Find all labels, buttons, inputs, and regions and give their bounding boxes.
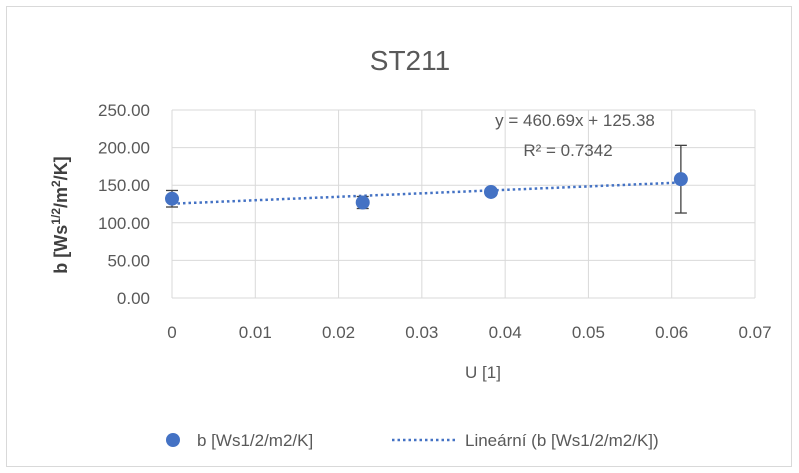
chart-area bbox=[6, 6, 792, 467]
x-tick-label: 0.06 bbox=[655, 323, 688, 342]
chart-title: ST211 bbox=[370, 45, 450, 76]
data-points bbox=[165, 172, 688, 210]
data-point bbox=[165, 191, 179, 206]
x-tick-label: 0.05 bbox=[572, 323, 605, 342]
legend: b [Ws1/2/m2/K] Lineární (b [Ws1/2/m2/K]) bbox=[166, 431, 659, 450]
y-tick-label: 100.00 bbox=[98, 214, 150, 233]
legend-marker-series bbox=[166, 433, 180, 447]
trendline-layer bbox=[171, 181, 681, 205]
grid-lines bbox=[171, 109, 756, 299]
x-axis-label: U [1] bbox=[465, 363, 501, 382]
legend-label-trendline: Lineární (b [Ws1/2/m2/K]) bbox=[465, 431, 659, 450]
y-tick-label: 50.00 bbox=[107, 251, 150, 270]
tick-labels: 0.00 50.00 100.00 150.00 200.00 250.00 0 0.01 0.… bbox=[98, 101, 772, 342]
trendline bbox=[171, 181, 681, 205]
x-tick-label: 0.07 bbox=[738, 323, 771, 342]
y-tick-label: 0.00 bbox=[117, 289, 150, 308]
data-point bbox=[483, 184, 498, 199]
trendline-equation: y = 460.69x + 125.38 bbox=[495, 111, 655, 130]
y-tick-label: 200.00 bbox=[98, 139, 150, 158]
x-tick-label: 0.03 bbox=[405, 323, 438, 342]
y-tick-label: 250.00 bbox=[98, 101, 150, 120]
y-axis-label: b [Ws1/2/m2/K] bbox=[49, 156, 71, 273]
x-tick-label: 0.04 bbox=[489, 323, 522, 342]
x-tick-label: 0.01 bbox=[239, 323, 272, 342]
data-point bbox=[673, 172, 688, 187]
legend-label-series: b [Ws1/2/m2/K] bbox=[197, 431, 313, 450]
y-tick-label: 150.00 bbox=[98, 176, 150, 195]
x-tick-label: 0.02 bbox=[322, 323, 355, 342]
trendline-r-squared: R² = 0.7342 bbox=[523, 141, 612, 160]
x-tick-label: 0 bbox=[167, 323, 176, 342]
data-point bbox=[355, 195, 370, 210]
